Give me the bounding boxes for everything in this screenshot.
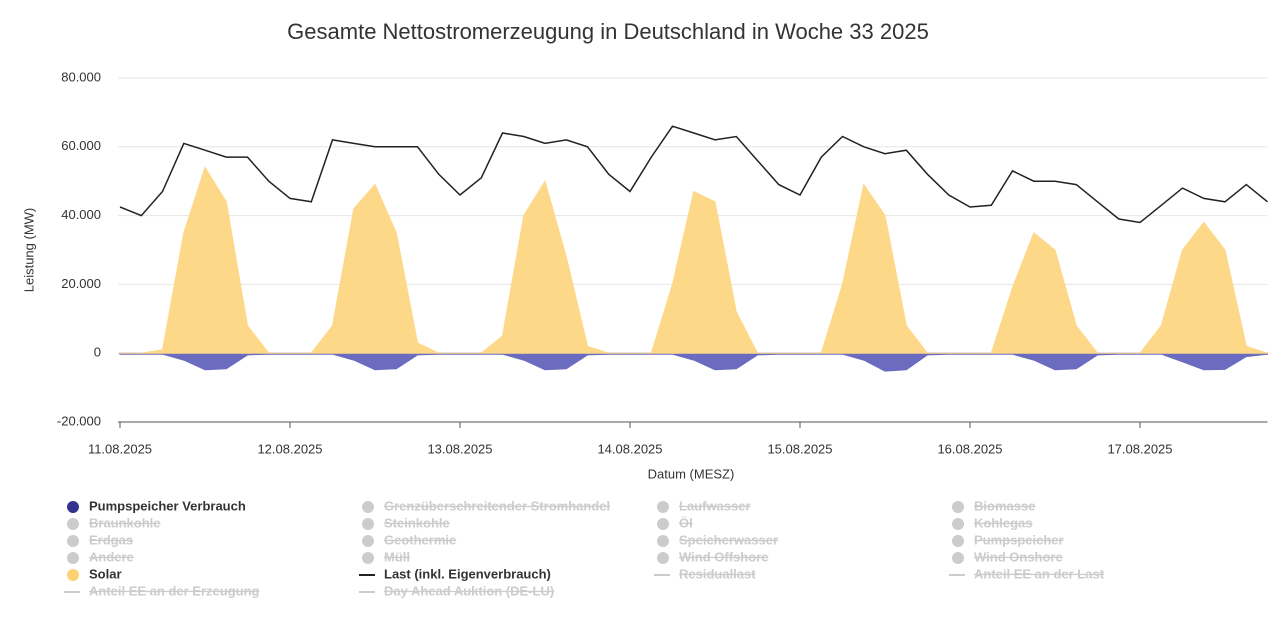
legend-symbol [362, 501, 374, 513]
x-tick-label: 16.08.2025 [937, 441, 1002, 456]
legend-label[interactable]: Wind Onshore [974, 549, 1063, 564]
legend-label[interactable]: Wind Offshore [679, 549, 768, 564]
legend-symbol [67, 501, 79, 513]
x-tick-label: 13.08.2025 [427, 441, 492, 456]
legend-symbol [362, 552, 374, 564]
y-tick-label: 0 [94, 345, 101, 360]
y-axis-title: Leistung (MW) [21, 208, 36, 293]
legend-label[interactable]: Pumpspeicher [974, 532, 1064, 547]
chart-title: Gesamte Nettostromerzeugung in Deutschla… [287, 19, 929, 44]
legend-label[interactable]: Müll [384, 549, 410, 564]
legend-label[interactable]: Pumpspeicher Verbrauch [89, 498, 246, 513]
legend-symbol [67, 569, 79, 581]
legend-label[interactable]: Kohlegas [974, 515, 1033, 530]
legend-symbol [657, 518, 669, 530]
legend-label[interactable]: Braunkohle [89, 515, 161, 530]
y-tick-label: 20.000 [61, 276, 101, 291]
legend-symbol [952, 535, 964, 547]
legend-label[interactable]: Anteil EE an der Erzeugung [89, 583, 260, 598]
legend-label[interactable]: Last (inkl. Eigenverbrauch) [384, 566, 551, 581]
legend-symbol [657, 501, 669, 513]
legend-label[interactable]: Residuallast [679, 566, 756, 581]
legend-label[interactable]: Geothermie [384, 532, 456, 547]
legend-symbol [657, 535, 669, 547]
legend-label[interactable]: Solar [89, 566, 122, 581]
legend-label[interactable]: Laufwasser [679, 498, 751, 513]
legend-label[interactable]: Öl [679, 515, 693, 530]
y-tick-label: -20.000 [57, 413, 101, 428]
y-tick-label: 40.000 [61, 207, 101, 222]
legend-label[interactable]: Speicherwasser [679, 532, 778, 547]
y-tick-label: 60.000 [61, 138, 101, 153]
x-axis-title: Datum (MESZ) [648, 466, 735, 481]
area [120, 166, 1268, 354]
x-tick-label: 11.08.2025 [88, 441, 152, 456]
legend-symbol [362, 518, 374, 530]
y-tick-label: 80.000 [61, 69, 101, 84]
x-tick-label: 15.08.2025 [767, 441, 832, 456]
legend-label[interactable]: Grenzüberschreitender Stromhandel [384, 498, 610, 513]
legend-symbol [952, 518, 964, 530]
legend-symbol [952, 552, 964, 564]
legend-symbol [952, 501, 964, 513]
legend-symbol [67, 518, 79, 530]
legend-label[interactable]: Andere [89, 549, 134, 564]
legend-symbol [657, 552, 669, 564]
legend-label[interactable]: Erdgas [89, 532, 133, 547]
legend-symbol [362, 535, 374, 547]
legend-symbol [67, 535, 79, 547]
x-tick-label: 14.08.2025 [597, 441, 662, 456]
legend-symbol [67, 552, 79, 564]
legend-label[interactable]: Anteil EE an der Last [974, 566, 1105, 581]
legend-label[interactable]: Day Ahead Auktion (DE-LU) [384, 583, 554, 598]
legend-label[interactable]: Steinkohle [384, 515, 450, 530]
area [119, 352, 1268, 372]
x-tick-label: 12.08.2025 [257, 441, 322, 456]
x-tick-label: 17.08.2025 [1107, 441, 1172, 456]
legend-label[interactable]: Biomasse [974, 498, 1035, 513]
line [119, 125, 1268, 224]
